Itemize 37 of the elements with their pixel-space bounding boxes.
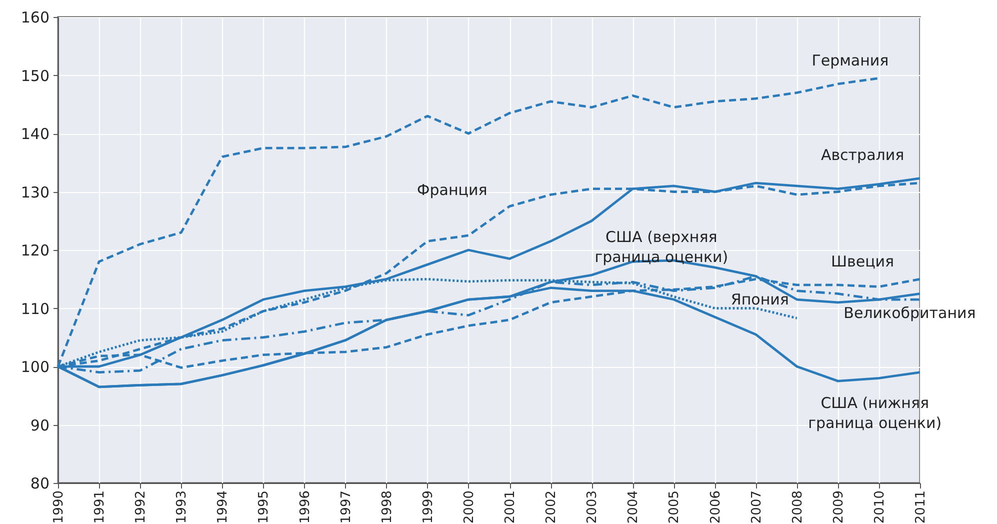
x-tick-label: 1995 xyxy=(256,490,272,524)
y-tick-label: 100 xyxy=(20,358,50,376)
x-tick-label: 1994 xyxy=(216,490,231,524)
x-tick-label: 2002 xyxy=(544,490,560,524)
x-tick-label: 2011 xyxy=(914,490,928,524)
x-tick-label: 1996 xyxy=(298,490,313,524)
series-label: Швеция xyxy=(830,252,894,271)
x-tick-label: 2000 xyxy=(462,490,477,524)
series-label: Германия xyxy=(812,52,889,70)
x-tick-label: 2005 xyxy=(667,490,682,524)
series-label: США (верхняя граница оценки) xyxy=(594,228,728,266)
x-tick-label: 2007 xyxy=(749,490,764,524)
series-label: Австралия xyxy=(820,146,904,164)
x-tick-label: 1991 xyxy=(92,490,108,524)
y-tick-label: 80 xyxy=(30,474,50,492)
series-label: Франция xyxy=(416,181,488,200)
y-tick-label: 160 xyxy=(20,8,50,26)
y-tick-label: 130 xyxy=(20,183,50,202)
y-tick-label: 150 xyxy=(20,66,50,85)
x-tick-label: 1990 xyxy=(52,490,66,524)
series-label: Япония xyxy=(730,290,789,309)
x-tick-label: 1993 xyxy=(174,490,190,524)
x-tick-label: 2003 xyxy=(585,490,600,524)
y-tick-label: 110 xyxy=(20,300,50,318)
x-tick-label: 2010 xyxy=(872,490,888,524)
x-tick-label: 2004 xyxy=(626,490,642,524)
x-tick-label: 2009 xyxy=(831,490,846,524)
x-tick-label: 2008 xyxy=(790,490,806,524)
x-tick-label: 2006 xyxy=(708,490,724,524)
x-tick-label: 1992 xyxy=(134,490,149,524)
y-tick-label: 120 xyxy=(20,242,50,260)
x-tick-label: 2001 xyxy=(503,490,518,524)
y-tick-label: 140 xyxy=(20,125,50,143)
y-tick-label: 90 xyxy=(30,416,50,434)
x-tick-label: 1999 xyxy=(420,490,436,524)
x-tick-label: 1997 xyxy=(338,490,354,524)
x-tick-label: 1998 xyxy=(380,490,395,524)
